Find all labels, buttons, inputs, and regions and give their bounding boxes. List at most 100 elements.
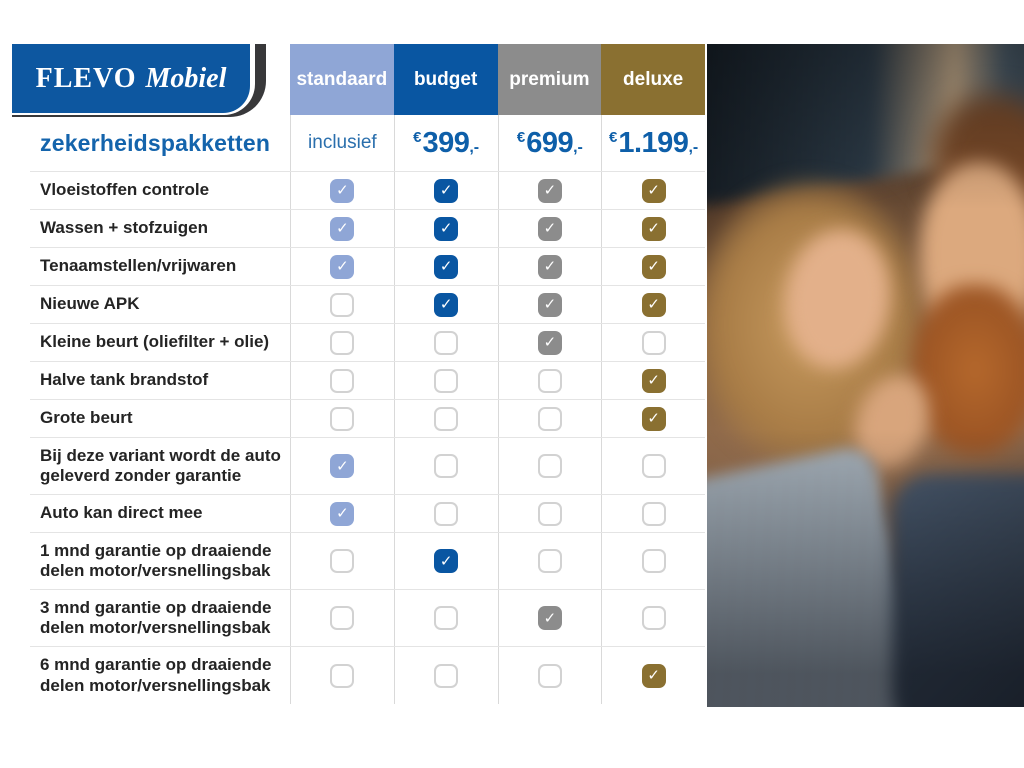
feature-checkbox-premium[interactable] xyxy=(537,663,562,688)
checkmark-icon: ✓ xyxy=(647,666,660,684)
feature-label-cell: Grote beurt xyxy=(30,400,290,437)
feature-checkbox-deluxe[interactable]: ✓ xyxy=(641,292,666,317)
feature-cell-premium: ✓ xyxy=(497,324,602,361)
feature-cell-premium xyxy=(497,438,602,494)
feature-label: Vloeistoffen controle xyxy=(40,180,210,200)
feature-cell-premium xyxy=(497,362,602,399)
feature-label-cell: Auto kan direct mee xyxy=(30,495,290,532)
feature-checkbox-standaard[interactable]: ✓ xyxy=(330,216,355,241)
feature-cell-deluxe: ✓ xyxy=(601,210,705,247)
feature-checkbox-budget[interactable] xyxy=(434,454,459,478)
feature-label: Tenaamstellen/vrijwaren xyxy=(40,256,237,276)
page-title: zekerheidspakketten xyxy=(40,129,271,156)
feature-cell-budget xyxy=(393,400,498,437)
feature-cell-standaard: ✓ xyxy=(290,495,394,532)
feature-checkbox-budget[interactable]: ✓ xyxy=(434,216,459,241)
feature-cell-premium xyxy=(497,400,602,437)
feature-label: 6 mnd garantie op draaiende delen motor/… xyxy=(40,655,272,695)
currency-symbol: € xyxy=(609,128,618,146)
feature-checkbox-standaard[interactable]: ✓ xyxy=(330,454,355,478)
feature-checkbox-premium[interactable]: ✓ xyxy=(537,216,562,241)
feature-checkbox-premium[interactable] xyxy=(537,454,562,478)
feature-cell-standaard: ✓ xyxy=(290,210,394,247)
feature-checkbox-premium[interactable]: ✓ xyxy=(537,292,562,317)
feature-checkbox-premium[interactable] xyxy=(537,501,562,526)
feature-checkbox-budget[interactable] xyxy=(434,606,459,630)
feature-checkbox-standaard[interactable] xyxy=(330,368,355,393)
feature-checkbox-deluxe[interactable] xyxy=(641,606,666,630)
feature-checkbox-premium[interactable]: ✓ xyxy=(537,606,562,630)
feature-checkbox-premium[interactable] xyxy=(537,368,562,393)
feature-checkbox-deluxe[interactable] xyxy=(641,549,666,573)
feature-checkbox-standaard[interactable] xyxy=(330,406,355,431)
checkmark-icon: ✓ xyxy=(543,333,557,351)
feature-checkbox-standaard[interactable]: ✓ xyxy=(330,254,355,279)
feature-cell-deluxe xyxy=(601,590,705,646)
checkmark-icon: ✓ xyxy=(439,257,453,275)
feature-checkbox-budget[interactable]: ✓ xyxy=(434,254,459,279)
feature-checkbox-premium[interactable] xyxy=(537,549,562,573)
feature-label: Bij deze variant wordt de auto geleverd … xyxy=(40,445,281,485)
feature-label: Grote beurt xyxy=(40,408,133,428)
feature-checkbox-deluxe[interactable]: ✓ xyxy=(641,368,666,393)
feature-checkbox-standaard[interactable] xyxy=(330,292,355,317)
feature-row: Grote beurt ✓ xyxy=(30,400,705,438)
feature-label: Kleine beurt (oliefilter + olie) xyxy=(40,332,270,352)
package-header-label: budget xyxy=(413,68,478,90)
feature-cell-standaard: ✓ xyxy=(290,438,394,494)
checkmark-icon: ✓ xyxy=(543,295,557,313)
feature-checkbox-standaard[interactable]: ✓ xyxy=(330,178,355,203)
package-header-label: deluxe xyxy=(623,68,684,90)
feature-label-cell: Bij deze variant wordt de auto geleverd … xyxy=(30,438,290,494)
feature-checkbox-deluxe[interactable]: ✓ xyxy=(641,216,666,241)
feature-checkbox-deluxe[interactable]: ✓ xyxy=(641,254,666,279)
feature-checkbox-standaard[interactable] xyxy=(330,549,355,573)
feature-cell-premium: ✓ xyxy=(497,210,602,247)
feature-checkbox-deluxe[interactable] xyxy=(641,330,666,355)
feature-cell-budget: ✓ xyxy=(393,172,498,209)
feature-checkbox-budget[interactable]: ✓ xyxy=(434,292,459,317)
feature-cell-premium xyxy=(497,647,602,704)
feature-checkbox-standaard[interactable] xyxy=(330,606,355,630)
price-amount: 699 xyxy=(526,126,574,159)
feature-row: Halve tank brandstof ✓ xyxy=(30,362,705,400)
feature-cell-budget: ✓ xyxy=(393,210,498,247)
feature-row: Bij deze variant wordt de auto geleverd … xyxy=(30,438,705,495)
feature-cell-deluxe xyxy=(601,495,705,532)
price-amount: 399 xyxy=(422,126,470,159)
feature-checkbox-budget[interactable] xyxy=(434,406,459,431)
feature-checkbox-standaard[interactable]: ✓ xyxy=(330,501,355,526)
package-header-budget: budget xyxy=(393,44,498,115)
checkmark-icon: ✓ xyxy=(647,219,660,237)
feature-checkbox-budget[interactable] xyxy=(434,330,459,355)
feature-checkbox-premium[interactable]: ✓ xyxy=(537,254,562,279)
package-price-deluxe: €1.199,- xyxy=(601,115,705,171)
brand-logo: FLEVO Mobiel xyxy=(12,44,268,118)
feature-checkbox-premium[interactable]: ✓ xyxy=(537,178,562,203)
feature-checkbox-premium[interactable] xyxy=(537,406,562,431)
feature-cell-deluxe: ✓ xyxy=(601,286,705,323)
checkmark-icon: ✓ xyxy=(336,181,349,199)
feature-checkbox-premium[interactable]: ✓ xyxy=(537,330,562,355)
currency-symbol: € xyxy=(413,128,422,146)
feature-cell-standaard xyxy=(290,647,394,704)
feature-checkbox-budget[interactable] xyxy=(434,501,459,526)
feature-checkbox-deluxe[interactable]: ✓ xyxy=(641,406,666,431)
feature-checkbox-budget[interactable] xyxy=(434,368,459,393)
feature-checkbox-deluxe[interactable] xyxy=(641,501,666,526)
feature-checkbox-budget[interactable]: ✓ xyxy=(434,178,459,203)
feature-cell-premium: ✓ xyxy=(497,172,602,209)
feature-checkbox-budget[interactable]: ✓ xyxy=(434,549,459,573)
logo-plate: FLEVO Mobiel xyxy=(12,44,250,113)
feature-checkbox-standaard[interactable] xyxy=(330,330,355,355)
feature-checkbox-deluxe[interactable]: ✓ xyxy=(641,663,666,688)
feature-checkbox-deluxe[interactable] xyxy=(641,454,666,478)
feature-checkbox-budget[interactable] xyxy=(434,663,459,688)
feature-cell-deluxe: ✓ xyxy=(601,647,705,704)
feature-label-cell: Vloeistoffen controle xyxy=(30,172,290,209)
package-comparison-table: zekerheidspakketten inclusief €399,- €699,… xyxy=(30,115,705,704)
price-value: €1.199,- xyxy=(609,127,698,160)
feature-checkbox-deluxe[interactable]: ✓ xyxy=(641,178,666,203)
feature-checkbox-standaard[interactable] xyxy=(330,663,355,688)
feature-cell-deluxe: ✓ xyxy=(601,400,705,437)
